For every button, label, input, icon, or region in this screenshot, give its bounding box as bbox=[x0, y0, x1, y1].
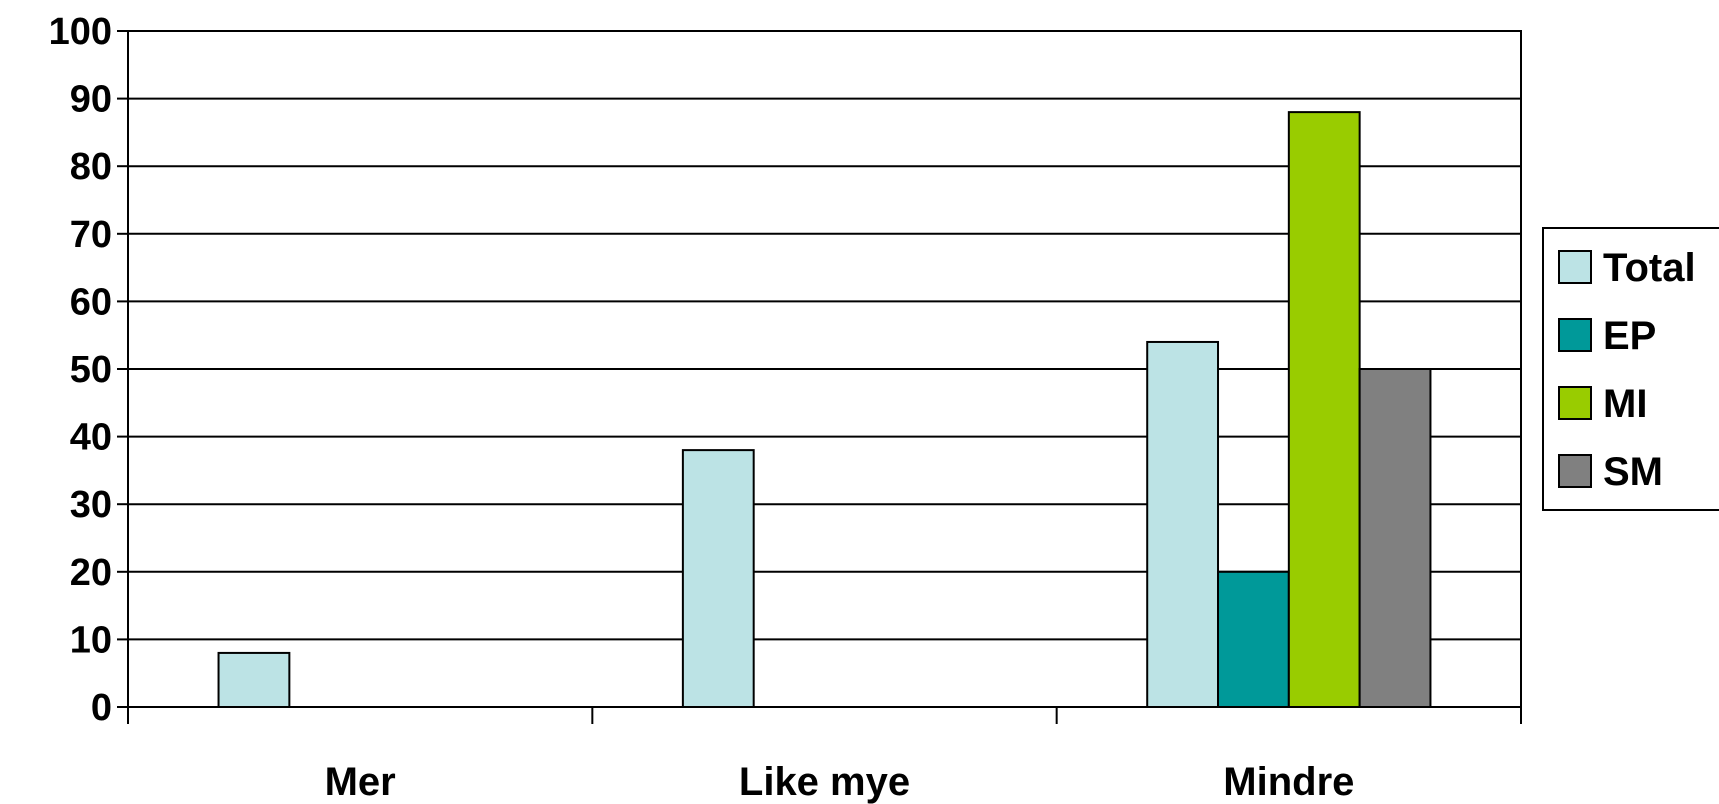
bar-mi-3 bbox=[1287, 111, 1361, 709]
legend-swatch-mi bbox=[1558, 386, 1592, 420]
legend-label-sm: SM bbox=[1603, 450, 1663, 494]
x-category-labels: Mer Like mye Mindre bbox=[325, 760, 1355, 804]
legend-swatch-ep bbox=[1558, 318, 1592, 352]
x-category-label: Like mye bbox=[739, 760, 910, 804]
bar-sm-3 bbox=[1358, 368, 1432, 708]
legend-label-ep: EP bbox=[1603, 314, 1656, 358]
y-tick-label: 20 bbox=[70, 552, 112, 594]
y-tick-label: 70 bbox=[70, 214, 112, 256]
legend-label-mi: MI bbox=[1603, 382, 1647, 426]
x-category-label: Mer bbox=[325, 760, 396, 804]
y-tick-label: 60 bbox=[70, 281, 112, 323]
bar-total-1 bbox=[217, 651, 291, 708]
bar-ep-3 bbox=[1217, 570, 1290, 708]
bars bbox=[217, 111, 1432, 709]
y-tick-label: 90 bbox=[70, 79, 112, 121]
y-tick-label: 40 bbox=[70, 417, 112, 459]
y-tick-label: 10 bbox=[70, 619, 112, 661]
legend-swatch-total bbox=[1558, 250, 1592, 284]
legend-swatch-sm bbox=[1558, 454, 1592, 488]
y-tick-label: 0 bbox=[91, 687, 112, 729]
y-tick-label: 50 bbox=[70, 349, 112, 391]
y-tick-labels: 0 10 20 30 40 50 60 70 80 90 100 bbox=[49, 11, 112, 729]
bar-total-2 bbox=[681, 449, 755, 708]
legend: Total EP MI SM bbox=[1542, 227, 1719, 511]
y-tick-label: 30 bbox=[70, 484, 112, 526]
axes bbox=[117, 30, 1522, 724]
x-category-label: Mindre bbox=[1223, 760, 1354, 804]
legend-label-total: Total bbox=[1603, 246, 1696, 290]
y-tick-label: 80 bbox=[70, 146, 112, 188]
bar-total-3 bbox=[1146, 340, 1220, 708]
y-tick-label: 100 bbox=[49, 11, 112, 53]
